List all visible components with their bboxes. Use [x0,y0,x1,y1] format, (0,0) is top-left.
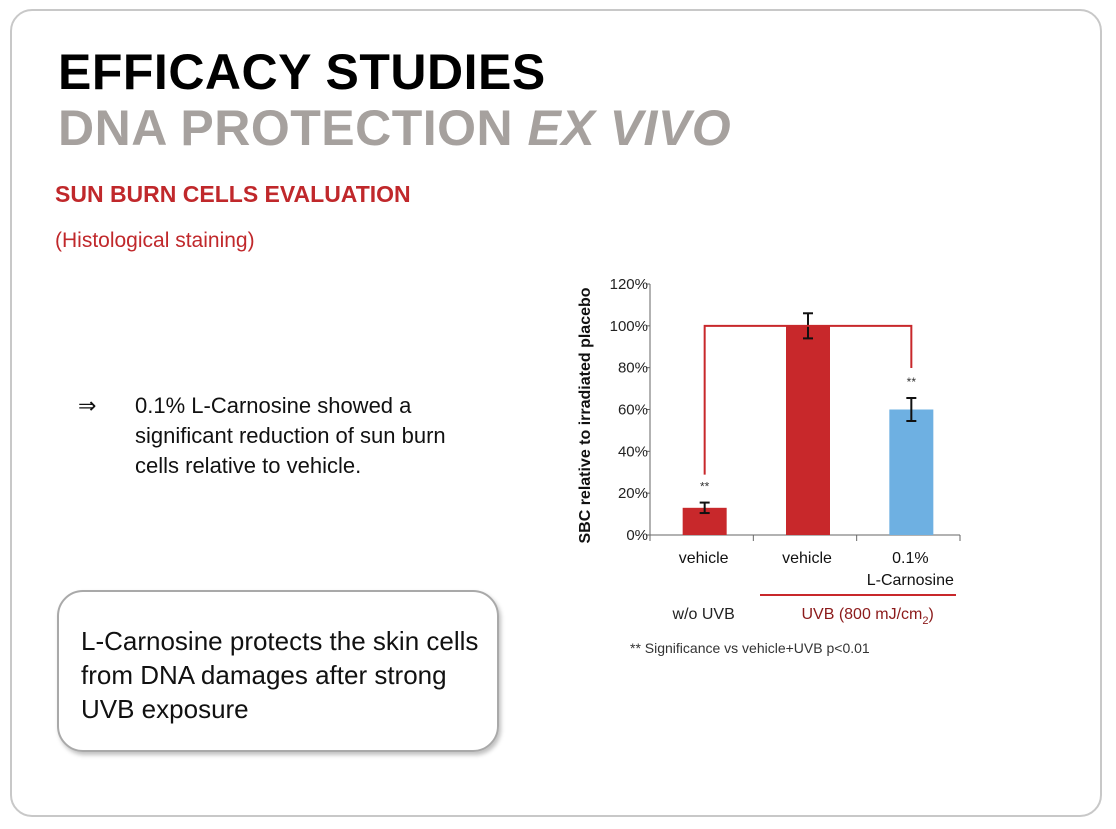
significance-marker: ** [700,480,710,494]
subtitle-plain: DNA PROTECTION [58,100,528,156]
x-tick-label: vehicle [679,550,729,567]
section-note: (Histological staining) [55,229,255,252]
y-tick-label: 20% [618,485,648,502]
y-tick-label: 40% [618,443,648,460]
y-axis-label: SBC relative to irradiated placebo [577,287,594,543]
bullet-text: 0.1% L-Carnosine showed a significant re… [135,393,446,478]
slide-subtitle: DNA PROTECTION EX VIVO [58,98,731,158]
section-heading: SUN BURN CELLS EVALUATION [55,181,411,207]
chart-footnote: ** Significance vs vehicle+UVB p<0.01 [630,640,870,656]
arrow-icon: ⇒ [78,393,97,418]
y-tick-label: 80% [618,360,648,377]
group-label-no-uvb: w/o UVB [672,606,735,623]
bar-chart: SBC relative to irradiated placebo 0% 20% 4… [577,276,961,656]
callout-text: L-Carnosine protects the skin cells from… [81,626,479,724]
comparison-bracket [703,324,913,475]
subtitle-italic: EX VIVO [527,100,732,156]
y-tick-label: 100% [610,318,648,335]
slide-title: EFFICACY STUDIES [58,44,546,100]
group-label-uvb: UVB (800 mJ/cm2) [801,606,933,627]
x-tick-label: L-Carnosine [867,572,954,589]
bar [889,409,934,535]
y-tick-label: 60% [618,402,648,419]
x-tick-label: 0.1% [892,550,928,567]
bar [786,325,830,535]
conclusion-callout: L-Carnosine protects the skin cells from… [57,590,499,752]
y-tick-label: 0% [626,527,648,544]
significance-marker: ** [907,375,917,389]
y-tick-label: 120% [610,276,648,293]
x-tick-label: vehicle [782,550,832,567]
